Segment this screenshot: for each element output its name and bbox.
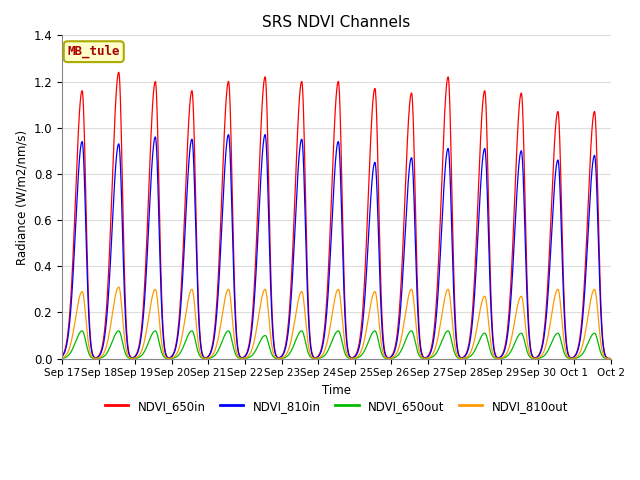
X-axis label: Time: Time bbox=[322, 384, 351, 397]
Title: SRS NDVI Channels: SRS NDVI Channels bbox=[262, 15, 411, 30]
Text: MB_tule: MB_tule bbox=[67, 45, 120, 59]
Legend: NDVI_650in, NDVI_810in, NDVI_650out, NDVI_810out: NDVI_650in, NDVI_810in, NDVI_650out, NDV… bbox=[100, 395, 573, 417]
Y-axis label: Radiance (W/m2/nm/s): Radiance (W/m2/nm/s) bbox=[15, 130, 28, 264]
